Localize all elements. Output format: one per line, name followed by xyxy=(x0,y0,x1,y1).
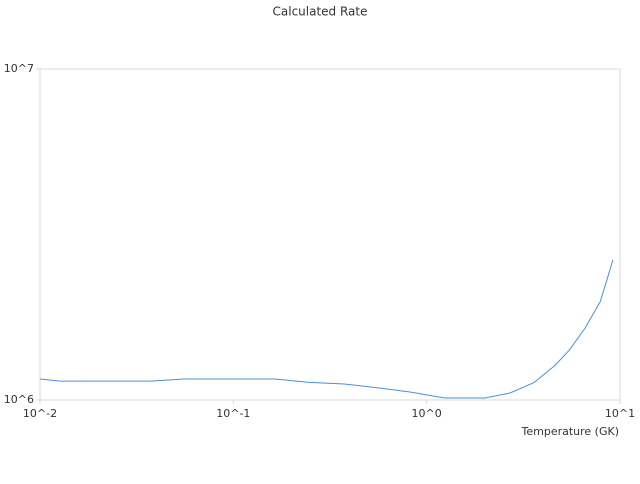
chart-title: Calculated Rate xyxy=(273,5,368,19)
x-tick-label: 10^-1 xyxy=(216,407,250,420)
x-tick-label: 10^1 xyxy=(605,407,635,420)
y-tick-label: 10^7 xyxy=(4,62,34,75)
x-tick-label: 10^0 xyxy=(412,407,442,420)
x-tick-label: 10^-2 xyxy=(23,407,57,420)
plot-border xyxy=(39,68,621,401)
line xyxy=(39,259,614,399)
y-tick-label: 10^6 xyxy=(4,393,34,406)
x-axis-label: Temperature (GK) xyxy=(521,425,620,438)
